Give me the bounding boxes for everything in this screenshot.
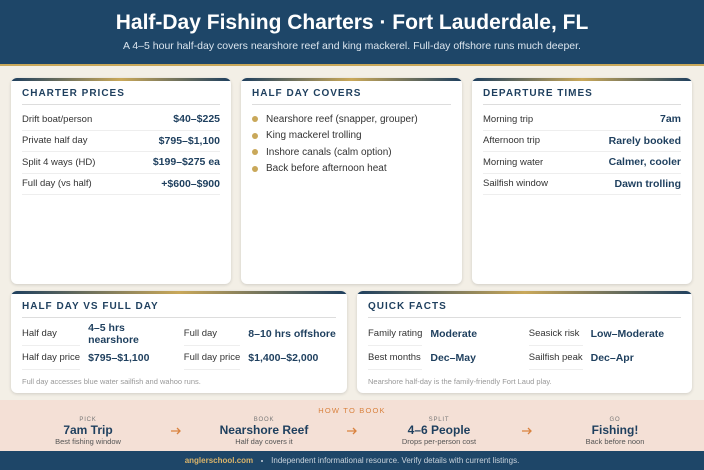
step-value: 4–6 People bbox=[407, 423, 471, 437]
step: PICK 7am Trip Best fishing window bbox=[13, 417, 163, 446]
row-label: Split 4 ways (HD) bbox=[22, 156, 96, 168]
row-label: Morning trip bbox=[483, 113, 534, 125]
fact-label: Seasick risk bbox=[528, 322, 583, 346]
row-value: Calmer, cooler bbox=[608, 156, 681, 169]
list-item: Inshore canals (calm option) bbox=[252, 144, 451, 161]
step-value: Fishing! bbox=[591, 423, 639, 437]
card-heading: DEPARTURE TIMES bbox=[483, 88, 681, 105]
fact-value: 8–10 hrs offshore bbox=[248, 328, 336, 340]
note: Nearshore half-day is the family-friendl… bbox=[368, 377, 552, 386]
separator bbox=[261, 459, 264, 462]
row-value: Rarely booked bbox=[608, 134, 681, 147]
site: anglerschool.com bbox=[184, 456, 254, 465]
fact-label: Half day bbox=[22, 322, 81, 346]
row: Morning water Calmer, cooler bbox=[483, 152, 681, 174]
row-label: Sailfish window bbox=[483, 178, 548, 190]
list-item: King mackerel trolling bbox=[252, 128, 451, 145]
card: DEPARTURE TIMES Morning trip 7am Afternoon … bbox=[472, 78, 692, 284]
fact-value: Dec–May bbox=[430, 352, 476, 364]
fact-value: Dec–Apr bbox=[590, 352, 634, 364]
step-caption: Drops per-person cost bbox=[401, 437, 477, 446]
step-label: BOOK bbox=[253, 417, 275, 423]
note: Full day accesses blue water sailfish an… bbox=[22, 377, 201, 386]
step-label: PICK bbox=[79, 417, 97, 423]
fact-label: Best months bbox=[368, 346, 423, 370]
arrow bbox=[522, 427, 532, 435]
row-label: Full day (vs half) bbox=[22, 178, 92, 190]
row-value: +$600–$900 bbox=[161, 177, 220, 190]
card: HALF DAY VS FULL DAY Half day 4–5 hrs near… bbox=[11, 291, 347, 393]
step-caption: Best fishing window bbox=[55, 437, 121, 446]
fact-label: Full day price bbox=[183, 346, 241, 370]
fact-value: $1,400–$2,000 bbox=[248, 352, 319, 364]
row-label: Drift boat/person bbox=[22, 113, 93, 125]
card-heading: CHARTER PRICES bbox=[22, 88, 220, 105]
step-caption: Half day covers it bbox=[235, 437, 293, 446]
row-value: $795–$1,100 bbox=[158, 134, 220, 147]
step-value: Nearshore Reef bbox=[219, 423, 309, 437]
step: BOOK Nearshore Reef Half day covers it bbox=[189, 417, 339, 446]
fact-label: Half day price bbox=[22, 346, 81, 370]
arrow bbox=[346, 427, 357, 435]
card: QUICK FACTS Family rating Moderate Seasick … bbox=[357, 291, 692, 393]
row: Drift boat/person $40–$225 bbox=[22, 109, 220, 131]
row: Afternoon trip Rarely booked bbox=[483, 131, 681, 152]
fact-value: $795–$1,100 bbox=[88, 352, 150, 364]
step: GO Fishing! Back before noon bbox=[540, 417, 690, 446]
row-value: 7am bbox=[659, 113, 681, 126]
footer: anglerschool.com Independent informationa… bbox=[0, 451, 704, 470]
card-heading: HALF DAY COVERS bbox=[252, 88, 451, 105]
how-to-book: HOW TO BOOK PICK 7am Trip Best fishing win… bbox=[0, 400, 704, 451]
subtitle: A 4–5 hour half-day covers nearshore ree… bbox=[123, 40, 581, 52]
title: Half-Day Fishing Charters · Fort Lauderd… bbox=[115, 11, 589, 34]
fact-label: Sailfish peak bbox=[528, 346, 583, 370]
card-heading: HALF DAY VS FULL DAY bbox=[22, 301, 336, 318]
fact-value: 4–5 hrs nearshore bbox=[88, 322, 139, 346]
row-value: $40–$225 bbox=[173, 113, 220, 126]
card-heading: QUICK FACTS bbox=[368, 301, 681, 318]
step-caption: Back before noon bbox=[585, 437, 645, 446]
row-value: $199–$275 ea bbox=[152, 156, 220, 169]
row-value: Dawn trolling bbox=[614, 177, 682, 190]
row-label: Afternoon trip bbox=[483, 135, 541, 147]
fact-grid: Family rating Moderate Seasick risk Low–Mod… bbox=[368, 322, 681, 370]
step-label: GO bbox=[609, 417, 621, 423]
fact-value: Low–Moderate bbox=[590, 328, 665, 340]
footer-text: Independent informational resource. Veri… bbox=[271, 456, 520, 465]
row: Morning trip 7am bbox=[483, 109, 681, 131]
fact-grid: Half day 4–5 hrs nearshore Full day 8–10 hr… bbox=[22, 322, 336, 370]
row: Split 4 ways (HD) $199–$275 ea bbox=[22, 152, 220, 174]
card: HALF DAY COVERS Nearshore reef (snapper, … bbox=[241, 78, 462, 284]
arrow bbox=[171, 427, 181, 435]
fact-label: Full day bbox=[183, 322, 241, 346]
row-label: Morning water bbox=[483, 156, 544, 168]
step-label: SPLIT bbox=[428, 417, 450, 423]
header: Half-Day Fishing Charters · Fort Lauderd… bbox=[0, 0, 704, 66]
step: SPLIT 4–6 People Drops per-person cost bbox=[364, 417, 514, 446]
row-label: Private half day bbox=[22, 135, 88, 147]
list-item: Back before afternoon heat bbox=[252, 161, 451, 178]
row: Sailfish window Dawn trolling bbox=[483, 174, 682, 195]
row: Private half day $795–$1,100 bbox=[22, 131, 220, 152]
card: CHARTER PRICES Drift boat/person $40–$225 P… bbox=[11, 78, 231, 284]
row: Full day (vs half) +$600–$900 bbox=[22, 174, 220, 195]
section-heading: HOW TO BOOK bbox=[318, 406, 386, 415]
fact-label: Family rating bbox=[368, 322, 423, 346]
fact-value: Moderate bbox=[430, 328, 478, 340]
step-value: 7am Trip bbox=[63, 423, 113, 437]
list-item: Nearshore reef (snapper, grouper) bbox=[252, 111, 451, 128]
